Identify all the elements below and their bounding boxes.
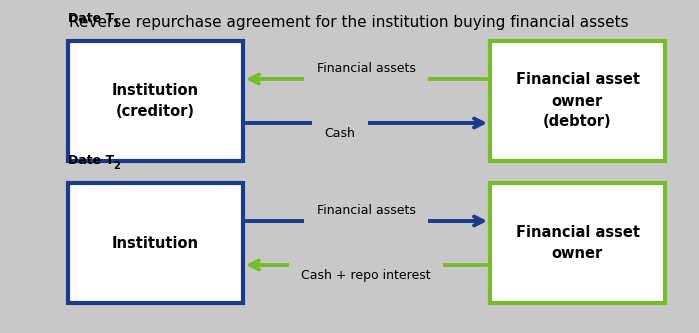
- FancyBboxPatch shape: [68, 41, 243, 161]
- Text: Institution: Institution: [112, 235, 199, 250]
- FancyBboxPatch shape: [490, 41, 665, 161]
- Text: Cash: Cash: [324, 127, 355, 140]
- Text: Financial asset
owner: Financial asset owner: [515, 225, 640, 261]
- FancyBboxPatch shape: [68, 183, 243, 303]
- Text: 2: 2: [113, 161, 120, 171]
- Text: Reverse repurchase agreement for the institution buying financial assets: Reverse repurchase agreement for the ins…: [69, 15, 629, 30]
- Text: Financial assets: Financial assets: [317, 204, 415, 217]
- FancyBboxPatch shape: [490, 183, 665, 303]
- Text: Financial asset
owner
(debtor): Financial asset owner (debtor): [515, 73, 640, 130]
- Text: Date T: Date T: [68, 13, 114, 26]
- Text: Date T: Date T: [68, 155, 114, 167]
- Text: 1: 1: [113, 19, 120, 29]
- Text: Financial assets: Financial assets: [317, 62, 415, 75]
- Text: Institution
(creditor): Institution (creditor): [112, 83, 199, 119]
- Text: Cash + repo interest: Cash + repo interest: [301, 269, 431, 282]
